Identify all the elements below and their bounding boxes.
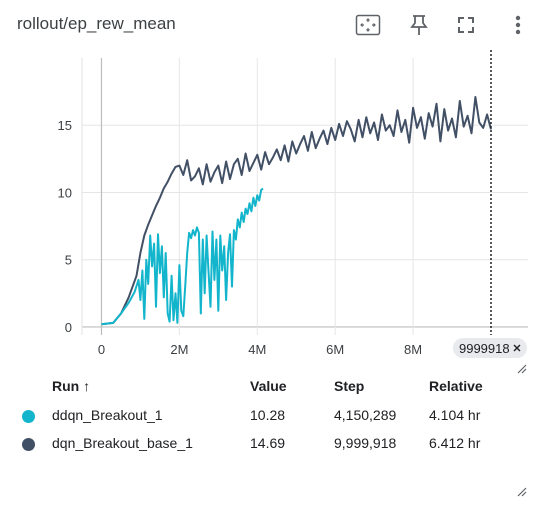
table-resize-icon[interactable]	[515, 485, 527, 497]
x-tick-label: 8M	[404, 342, 422, 357]
y-tick-label: 5	[65, 253, 72, 268]
line-chart[interactable]: 0 5 10 15 0 2M 4M 6M 8M 9999918	[0, 50, 540, 375]
y-tick-label: 0	[65, 320, 72, 335]
x-tick-label: 6M	[326, 342, 344, 357]
run-step: 9,999,918	[334, 435, 397, 451]
x-tick-label: 0	[98, 342, 105, 357]
y-tick-label: 15	[58, 118, 72, 133]
x-tick-label: 2M	[170, 342, 188, 357]
relative-column-header[interactable]: Relative	[429, 378, 483, 394]
pin-icon	[410, 15, 428, 35]
x-tick-label: 4M	[248, 342, 266, 357]
hover-step-label: 9999918	[459, 341, 510, 356]
run-column-header[interactable]: Run ↑	[52, 378, 91, 394]
hover-indicator: 9999918	[452, 50, 527, 358]
run-value: 10.28	[250, 407, 286, 423]
pin-button[interactable]	[405, 12, 433, 38]
y-tick-label: 10	[58, 185, 72, 200]
chart-resize-icon[interactable]	[515, 362, 527, 374]
close-icon	[513, 344, 521, 352]
run-value: 14.69	[250, 435, 286, 451]
chart-title: rollout/ep_rew_mean	[17, 14, 176, 33]
run-name: dqn_Breakout_base_1	[52, 435, 193, 451]
axes: 0 5 10 15 0 2M 4M 6M 8M	[58, 118, 423, 357]
series-line-ddqn_Breakout_1	[101, 187, 264, 326]
run-step: 4,150,289	[334, 407, 397, 423]
hover-step-chip	[452, 338, 527, 358]
run-relative: 6.412 hr	[429, 435, 481, 451]
step-column-header[interactable]: Step	[334, 378, 365, 394]
fit-domain-icon	[355, 14, 381, 36]
fit-domain-button[interactable]	[354, 12, 382, 38]
more-vert-icon	[515, 15, 521, 35]
run-relative: 4.104 hr	[429, 407, 481, 423]
series-lines	[101, 96, 492, 326]
table-row[interactable]: dqn_Breakout_base_1 14.69 9,999,918 6.41…	[0, 432, 540, 456]
run-name: ddqn_Breakout_1	[52, 407, 163, 423]
card-header: rollout/ep_rew_mean	[0, 0, 540, 50]
runs-table-header: Run ↑ Value Step Relative	[0, 375, 540, 399]
grid	[81, 58, 528, 335]
fullscreen-button[interactable]	[452, 12, 480, 38]
fullscreen-icon	[458, 17, 474, 33]
run-color-dot	[22, 438, 35, 451]
series-line-dqn_Breakout_base_1	[101, 96, 492, 326]
run-color-dot	[22, 410, 35, 423]
more-options-button[interactable]	[504, 12, 532, 38]
table-row[interactable]: ddqn_Breakout_1 10.28 4,150,289 4.104 hr	[0, 404, 540, 428]
value-column-header[interactable]: Value	[250, 378, 287, 394]
